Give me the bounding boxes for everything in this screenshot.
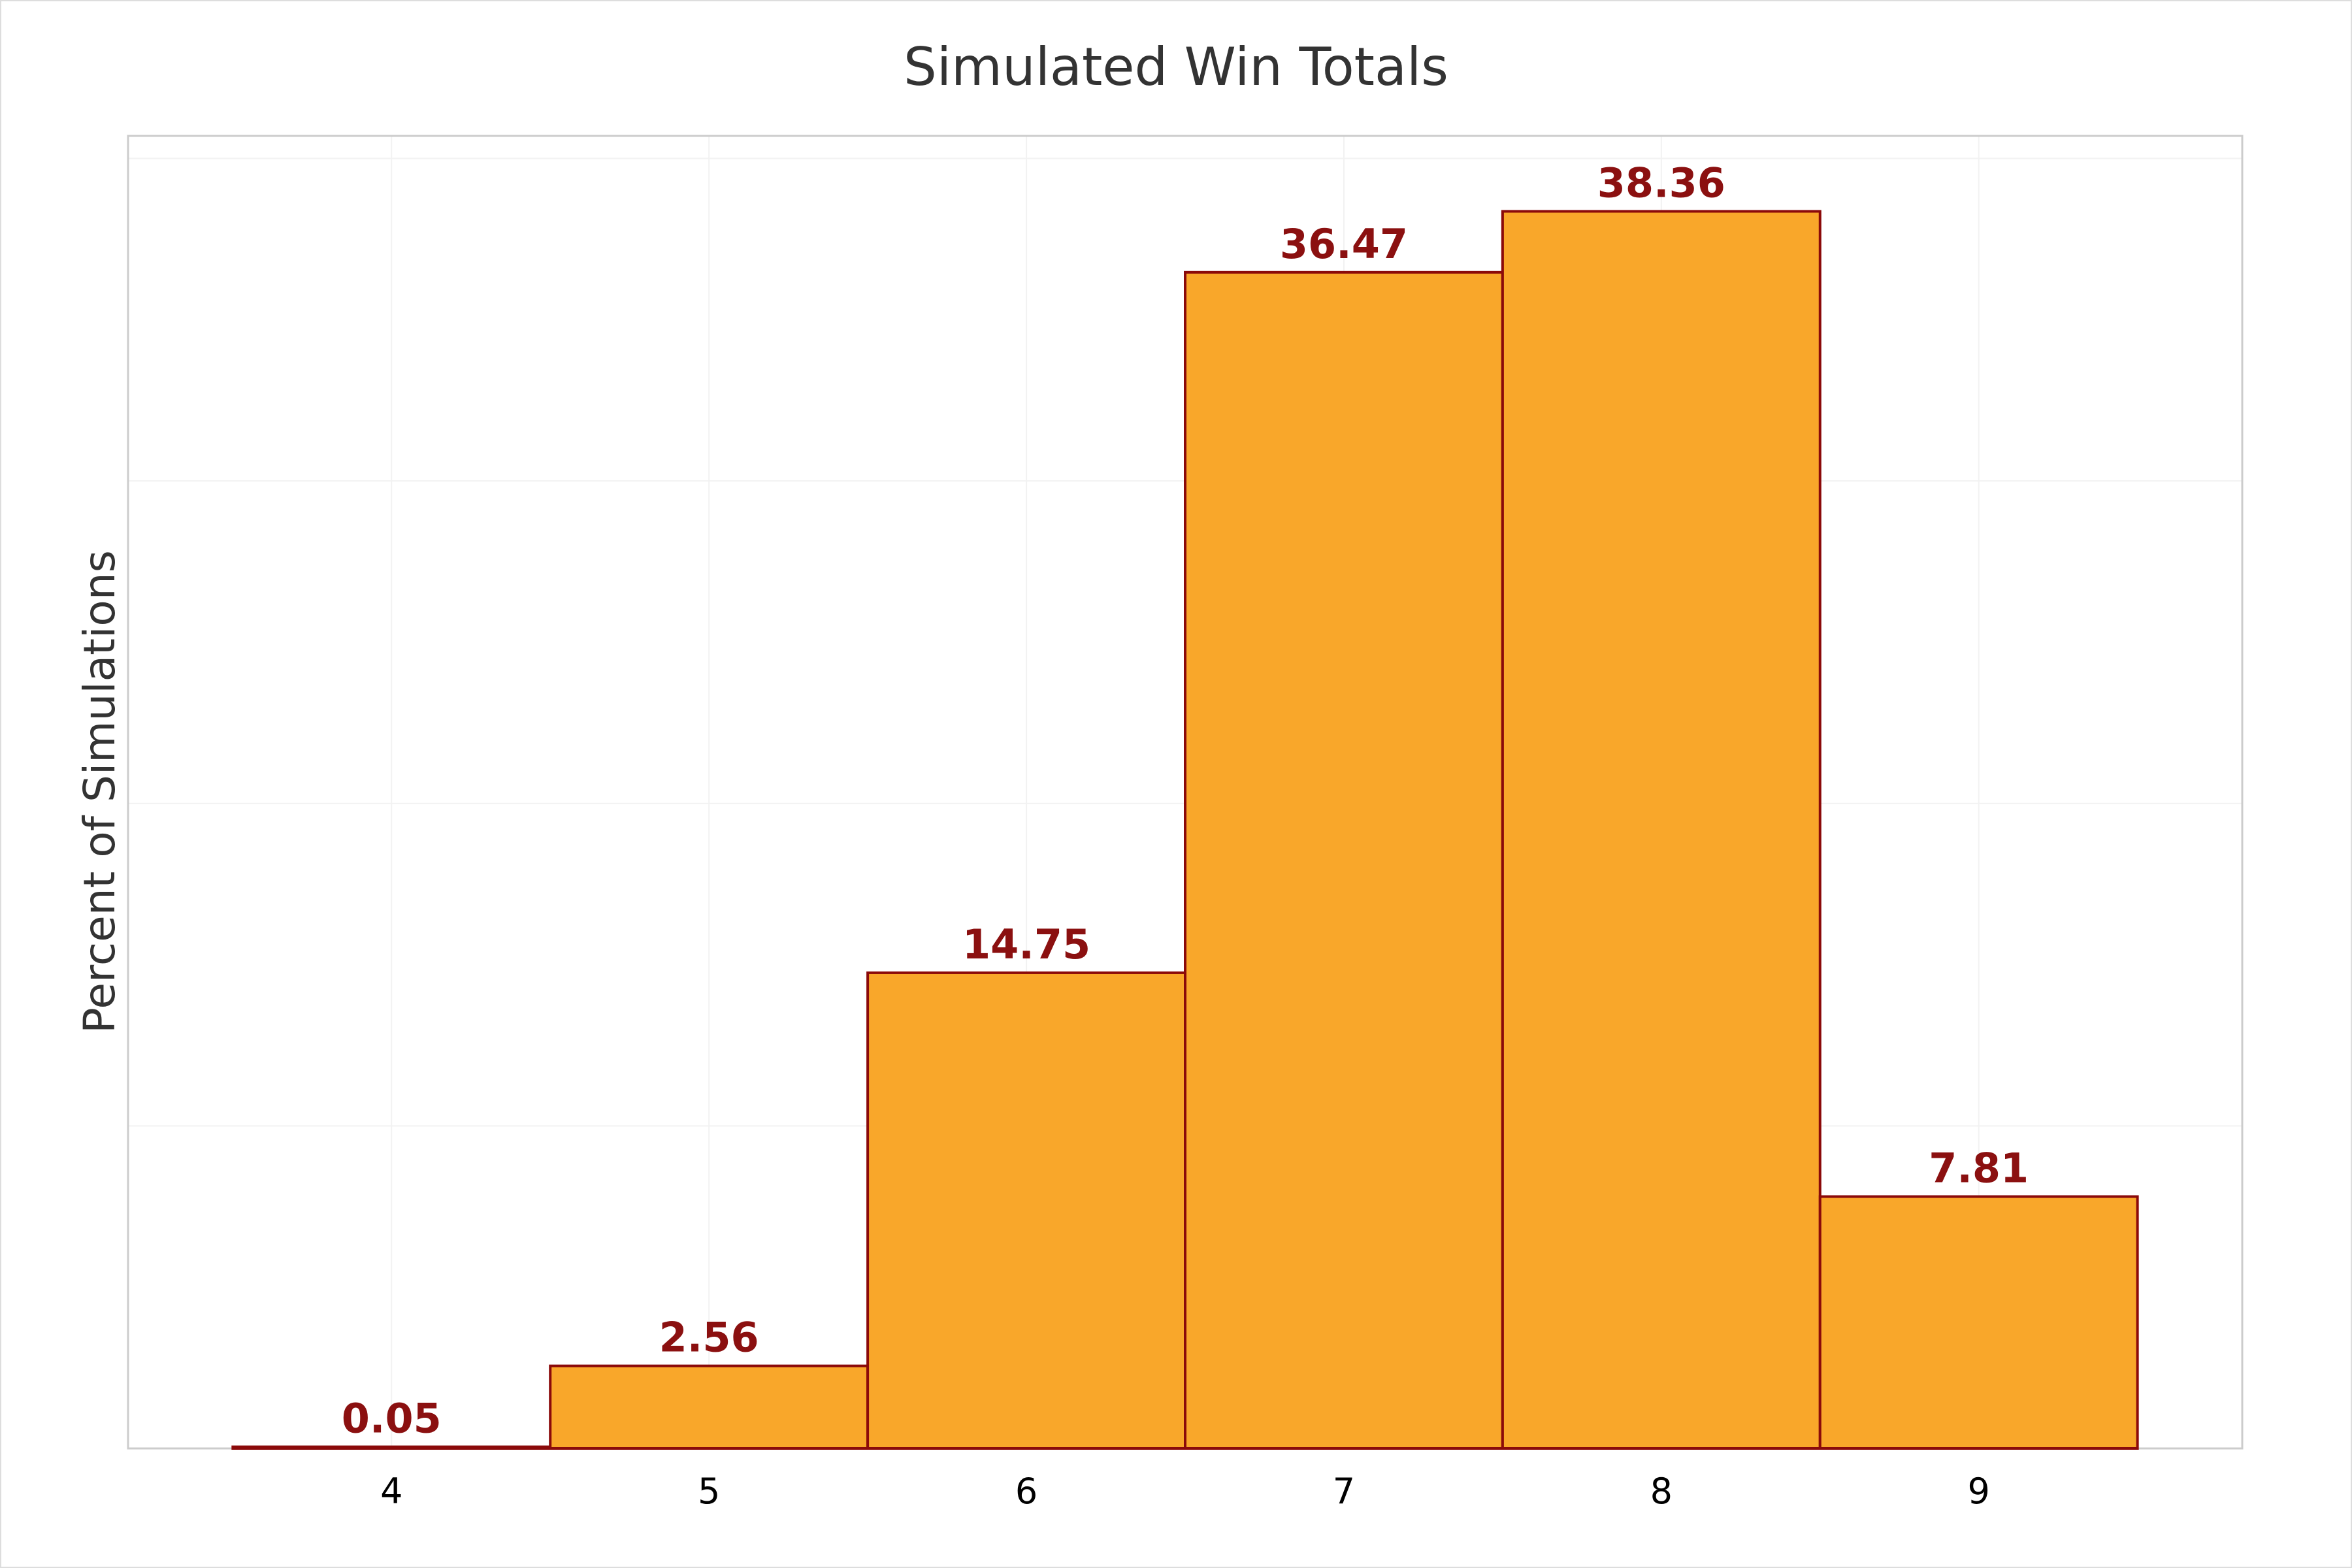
bars-layer [231, 210, 2139, 1450]
data-label-9: 7.81 [1929, 1144, 2029, 1192]
bar-8 [1501, 210, 1821, 1450]
data-label-6: 14.75 [962, 921, 1090, 968]
x-tick-label-7: 7 [1333, 1471, 1355, 1512]
x-tick-labels-layer: 4 5 6 7 8 9 [380, 1471, 1990, 1512]
data-label-5: 2.56 [659, 1314, 759, 1362]
x-tick-label-4: 4 [380, 1471, 402, 1512]
data-label-7: 36.47 [1280, 220, 1408, 268]
bar-5 [549, 1364, 870, 1450]
x-tick-label-8: 8 [1650, 1471, 1673, 1512]
bar-7 [1184, 270, 1504, 1450]
x-tick-label-9: 9 [1968, 1471, 1990, 1512]
bar-6 [866, 971, 1187, 1450]
x-tick-label-5: 5 [698, 1471, 720, 1512]
bar-4 [231, 1445, 552, 1450]
y-axis-label: Percent of Simulations [74, 550, 125, 1034]
data-label-4: 0.05 [342, 1395, 442, 1443]
bar-9 [1818, 1195, 2139, 1450]
x-tick-label-6: 6 [1015, 1471, 1037, 1512]
data-label-8: 38.36 [1597, 159, 1725, 207]
data-labels-layer: 0.05 2.56 14.75 36.47 38.36 7.81 [342, 159, 2029, 1443]
chart-title: Simulated Win Totals [904, 37, 1448, 97]
